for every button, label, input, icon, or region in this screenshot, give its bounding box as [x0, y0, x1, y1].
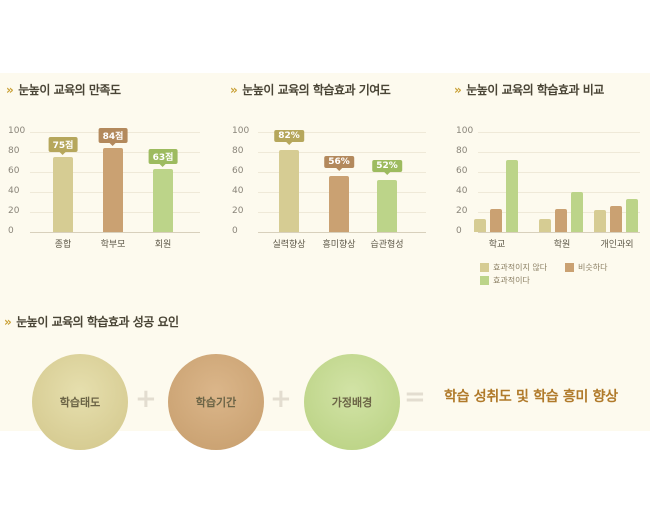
y-tick-label: 20 [8, 206, 20, 216]
x-tick-label: 학교 [488, 240, 506, 250]
gridline [478, 172, 640, 173]
title-text: 눈높이 교육의 학습효과 기여도 [242, 83, 391, 97]
bar [103, 148, 123, 232]
value-label: 82% [274, 130, 304, 145]
legend-swatch [480, 276, 489, 285]
x-tick-label: 습관형성 [370, 240, 404, 250]
bar [555, 209, 567, 232]
legend-swatch [480, 263, 489, 272]
bar [377, 180, 397, 232]
y-tick-label: 40 [8, 186, 20, 196]
gridline [258, 172, 426, 173]
bar [539, 219, 551, 232]
x-axis [30, 232, 200, 233]
chart-title-satisfaction: » 눈높이 교육의 만족도 [6, 81, 121, 98]
y-tick-label: 60 [232, 166, 244, 176]
chart-title-contribution: » 눈높이 교육의 학습효과 기여도 [230, 81, 391, 98]
bar [594, 210, 606, 232]
bar [571, 192, 583, 232]
factor-circle-attitude: 학습태도 [32, 354, 128, 450]
value-label: 52% [372, 160, 402, 175]
x-tick-label: 학원 [553, 240, 571, 250]
factors-title: » 눈높이 교육의 학습효과 성공 요인 [4, 313, 179, 330]
x-tick-label: 학부모 [100, 240, 126, 250]
double-chevron-icon: » [4, 315, 12, 329]
double-chevron-icon: » [6, 83, 14, 97]
y-tick-label: 0 [8, 226, 14, 236]
plus-icon: + [135, 384, 157, 414]
legend-label: 비슷하다 [578, 263, 608, 272]
x-axis [258, 232, 426, 233]
title-text: 눈높이 교육의 학습효과 성공 요인 [16, 315, 179, 329]
title-text: 눈높이 교육의 만족도 [18, 83, 121, 97]
x-tick-label: 회원 [154, 240, 172, 250]
factor-circle-duration: 학습기간 [168, 354, 264, 450]
y-tick-label: 80 [232, 146, 244, 156]
value-label: 63점 [148, 149, 178, 167]
double-chevron-icon: » [454, 83, 462, 97]
y-tick-label: 80 [456, 146, 468, 156]
x-axis [478, 232, 640, 233]
value-label: 84점 [98, 128, 128, 146]
factor-label: 학습태도 [59, 396, 101, 409]
gridline [478, 132, 640, 133]
bar [626, 199, 638, 232]
factor-label: 학습기간 [195, 396, 237, 409]
legend-item: 비슷하다 [565, 262, 607, 273]
bar [506, 160, 518, 232]
value-label: 75점 [48, 137, 78, 155]
bar [279, 150, 299, 232]
y-tick-label: 100 [232, 126, 250, 136]
x-tick-label: 개인과외 [600, 240, 634, 250]
y-tick-label: 0 [456, 226, 462, 236]
bar [490, 209, 502, 232]
factor-circle-family: 가정배경 [304, 354, 400, 450]
bar [329, 176, 349, 232]
factor-label: 가정배경 [331, 396, 373, 409]
y-tick-label: 40 [232, 186, 244, 196]
y-tick-label: 60 [8, 166, 20, 176]
gridline [258, 152, 426, 153]
x-tick-label: 실력향상 [272, 240, 306, 250]
plus-icon: + [270, 384, 292, 414]
bar [53, 157, 73, 232]
gridline [478, 152, 640, 153]
y-tick-label: 20 [232, 206, 244, 216]
legend-swatch [565, 263, 574, 272]
gridline [258, 132, 426, 133]
y-tick-label: 20 [456, 206, 468, 216]
title-text: 눈높이 교육의 학습효과 비교 [466, 83, 604, 97]
legend-item: 효과적이지 않다 [480, 262, 547, 273]
legend-label: 효과적이다 [493, 276, 530, 285]
y-tick-label: 40 [456, 186, 468, 196]
y-tick-label: 100 [456, 126, 474, 136]
value-label: 56% [324, 156, 354, 171]
y-tick-label: 80 [8, 146, 20, 156]
x-tick-label: 흥미향상 [322, 240, 356, 250]
gridline [478, 192, 640, 193]
equals-icon: = [404, 382, 426, 412]
bar [153, 169, 173, 232]
double-chevron-icon: » [230, 83, 238, 97]
y-tick-label: 0 [232, 226, 238, 236]
x-tick-label: 종합 [54, 240, 72, 250]
result-text: 학습 성취도 및 학습 흥미 향상 [444, 389, 618, 405]
chart-title-comparison: » 눈높이 교육의 학습효과 비교 [454, 81, 604, 98]
legend-item: 효과적이다 [480, 275, 530, 286]
y-tick-label: 100 [8, 126, 26, 136]
y-tick-label: 60 [456, 166, 468, 176]
bar [610, 206, 622, 232]
legend-label: 효과적이지 않다 [493, 263, 548, 272]
bar [474, 219, 486, 232]
